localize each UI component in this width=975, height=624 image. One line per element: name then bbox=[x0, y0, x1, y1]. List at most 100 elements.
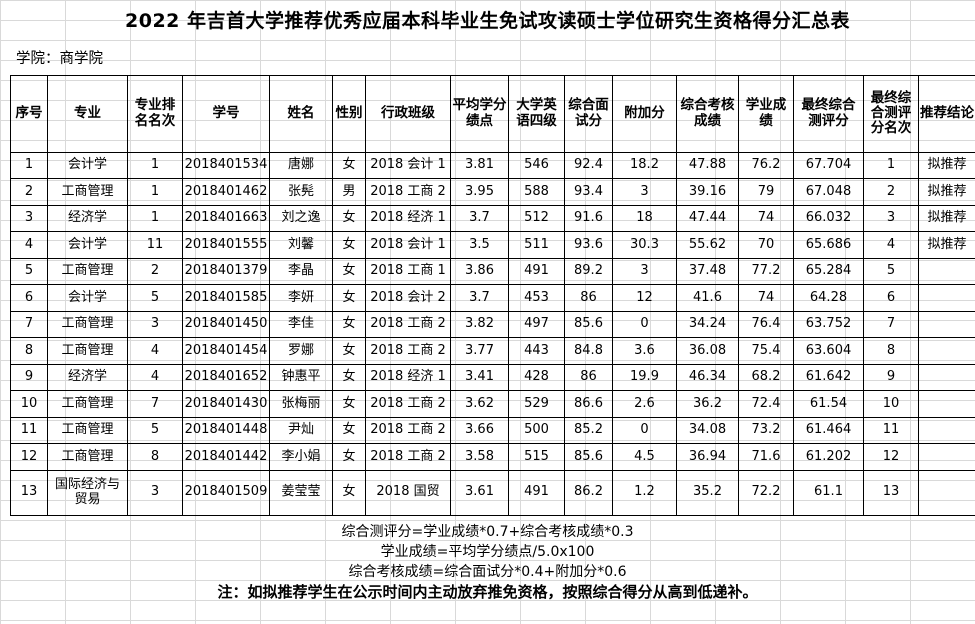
cell-class: 2018 工商 2 bbox=[365, 178, 451, 206]
cell-class: 2018 会计 1 bbox=[365, 151, 451, 180]
cell-final-rank: 8 bbox=[863, 337, 919, 365]
cell-assessment-score: 47.88 bbox=[676, 151, 739, 180]
cell-major-rank: 11 bbox=[127, 231, 183, 259]
cell-final-rank: 11 bbox=[863, 416, 919, 445]
cell-name: 李佳 bbox=[269, 310, 333, 339]
cell-major: 会计学 bbox=[47, 151, 128, 180]
cell-gpa: 3.7 bbox=[450, 204, 509, 233]
cell-final-score: 65.686 bbox=[793, 231, 864, 259]
cell-major: 工商管理 bbox=[47, 178, 128, 206]
cell-cet4: 443 bbox=[508, 337, 565, 365]
cell-academic-score: 73.2 bbox=[738, 416, 794, 445]
cell-student-id: 2018401379 bbox=[182, 257, 270, 286]
cell-interview-score: 86.2 bbox=[564, 469, 613, 516]
cell-major-rank: 3 bbox=[127, 310, 183, 339]
cell-final-score: 61.54 bbox=[793, 390, 864, 418]
cell-index: 13 bbox=[10, 469, 48, 516]
table-body: 1 会计学 1 2018401534 唐娜女 2018 会计 1 3.81 546 92.4 18… bbox=[10, 151, 975, 516]
cell-final-score: 61.202 bbox=[793, 443, 864, 471]
cell-final-rank: 5 bbox=[863, 257, 919, 286]
cell-interview-score: 85.6 bbox=[564, 443, 613, 471]
table-row: 6 会计学 5 2018401585 李妍女 2018 会计 2 3.7 453 86 12 41.… bbox=[10, 284, 975, 312]
cell-final-score: 67.048 bbox=[793, 178, 864, 206]
cell-conclusion bbox=[918, 416, 975, 445]
cell-bonus-points: 18 bbox=[612, 204, 677, 233]
cell-final-score: 61.1 bbox=[793, 469, 864, 516]
cell-cet4: 512 bbox=[508, 204, 565, 233]
column-header-bonus-points: 附加分 bbox=[612, 74, 677, 153]
cell-conclusion bbox=[918, 337, 975, 365]
cell-bonus-points: 3 bbox=[612, 257, 677, 286]
cell-bonus-points: 0 bbox=[612, 310, 677, 339]
cell-cet4: 511 bbox=[508, 231, 565, 259]
cell-interview-score: 93.6 bbox=[564, 231, 613, 259]
cell-major-rank: 4 bbox=[127, 363, 183, 392]
cell-major: 会计学 bbox=[47, 284, 128, 312]
cell-bonus-points: 2.6 bbox=[612, 390, 677, 418]
cell-name: 李晶 bbox=[269, 257, 333, 286]
cell-assessment-score: 36.08 bbox=[676, 337, 739, 365]
cell-major-rank: 1 bbox=[127, 178, 183, 206]
cell-student-id: 2018401663 bbox=[182, 204, 270, 233]
cell-final-rank: 3 bbox=[863, 204, 919, 233]
cell-academic-score: 71.6 bbox=[738, 443, 794, 471]
cell-class: 2018 会计 2 bbox=[365, 284, 451, 312]
cell-gpa: 3.41 bbox=[450, 363, 509, 392]
cell-student-id: 2018401555 bbox=[182, 231, 270, 259]
cell-major-rank: 5 bbox=[127, 416, 183, 445]
cell-academic-score: 74 bbox=[738, 284, 794, 312]
table-row: 4 会计学 11 2018401555 刘馨女 2018 会计 1 3.5 511 93.6 30… bbox=[10, 231, 975, 259]
table-row: 13 国际经济与贸易 3 2018401509 姜莹莹女 2018 国贸 3.61 491 86… bbox=[10, 469, 975, 516]
cell-assessment-score: 34.24 bbox=[676, 310, 739, 339]
cell-student-id: 2018401448 bbox=[182, 416, 270, 445]
cell-academic-score: 70 bbox=[738, 231, 794, 259]
cell-major-rank: 8 bbox=[127, 443, 183, 471]
cell-gpa: 3.7 bbox=[450, 284, 509, 312]
cell-cet4: 497 bbox=[508, 310, 565, 339]
cell-final-rank: 1 bbox=[863, 151, 919, 180]
cell-major-rank: 3 bbox=[127, 469, 183, 516]
table-row: 10 工商管理 7 2018401430 张梅丽女 2018 工商 2 3.62 529 86.… bbox=[10, 390, 975, 418]
cell-conclusion: 拟推荐 bbox=[918, 204, 975, 233]
cell-class: 2018 工商 2 bbox=[365, 416, 451, 445]
note-formula-assessment: 综合考核成绩=综合面试分*0.4+附加分*0.6 bbox=[348, 563, 627, 580]
cell-final-score: 65.284 bbox=[793, 257, 864, 286]
column-header-gpa: 平均学分绩点 bbox=[450, 74, 509, 153]
cell-academic-score: 72.4 bbox=[738, 390, 794, 418]
cell-major-rank: 7 bbox=[127, 390, 183, 418]
cell-bonus-points: 1.2 bbox=[612, 469, 677, 516]
cell-academic-score: 74 bbox=[738, 204, 794, 233]
cell-index: 11 bbox=[10, 416, 48, 445]
cell-bonus-points: 4.5 bbox=[612, 443, 677, 471]
column-header-cet4: 大学英语四级 bbox=[508, 74, 565, 153]
cell-assessment-score: 36.2 bbox=[676, 390, 739, 418]
cell-interview-score: 86 bbox=[564, 363, 613, 392]
cell-gender: 女 bbox=[332, 390, 366, 418]
column-header-final-score: 最终综合测评分 bbox=[793, 74, 864, 153]
cell-student-id: 2018401430 bbox=[182, 390, 270, 418]
cell-gpa: 3.77 bbox=[450, 337, 509, 365]
cell-conclusion: 拟推荐 bbox=[918, 231, 975, 259]
cell-name: 张髡 bbox=[269, 178, 333, 206]
cell-student-id: 2018401454 bbox=[182, 337, 270, 365]
table-row: 5 工商管理 2 2018401379 李晶女 2018 工商 1 3.86 491 89.2 3… bbox=[10, 257, 975, 286]
cell-gpa: 3.58 bbox=[450, 443, 509, 471]
cell-cet4: 428 bbox=[508, 363, 565, 392]
cell-name: 李妍 bbox=[269, 284, 333, 312]
cell-major-rank: 1 bbox=[127, 151, 183, 180]
cell-assessment-score: 37.48 bbox=[676, 257, 739, 286]
score-summary-table: 序号 专业 专业排名名次 学号 姓名 性别 行政班级 平均学分绩点 大学英语四级… bbox=[10, 74, 975, 516]
cell-index: 10 bbox=[10, 390, 48, 418]
cell-final-rank: 7 bbox=[863, 310, 919, 339]
cell-academic-score: 68.2 bbox=[738, 363, 794, 392]
cell-name: 尹灿 bbox=[269, 416, 333, 445]
column-header-index: 序号 bbox=[10, 74, 48, 153]
cell-index: 12 bbox=[10, 443, 48, 471]
cell-conclusion bbox=[918, 469, 975, 516]
table-row: 8 工商管理 4 2018401454 罗娜女 2018 工商 2 3.77 443 84.8 3… bbox=[10, 337, 975, 365]
cell-final-rank: 12 bbox=[863, 443, 919, 471]
cell-student-id: 2018401450 bbox=[182, 310, 270, 339]
cell-student-id: 2018401534 bbox=[182, 151, 270, 180]
cell-name: 刘馨 bbox=[269, 231, 333, 259]
cell-class: 2018 工商 2 bbox=[365, 337, 451, 365]
